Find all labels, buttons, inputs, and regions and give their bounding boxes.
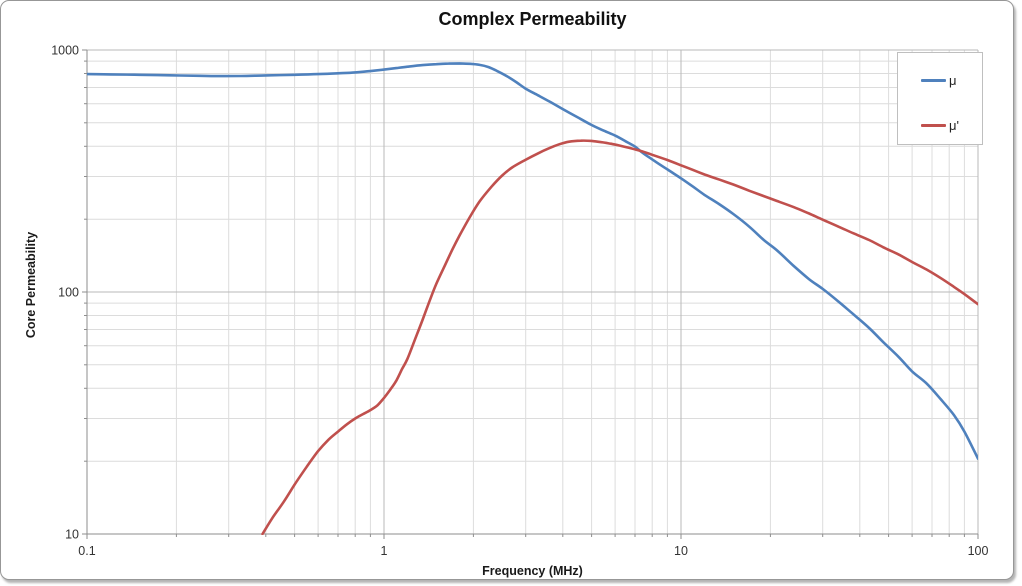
legend-item-mu-prime: μ': [898, 112, 982, 138]
chart-title: Complex Permeability: [438, 9, 627, 29]
mu-legend-line: [921, 78, 946, 82]
legend: μ μ': [897, 52, 983, 145]
x-axis-title: Frequency (MHz): [482, 564, 583, 578]
plot-area: 0.1 1 10 100 10 100 1000: [51, 44, 988, 559]
x-tick-labels: 0.1 1 10 100: [78, 544, 988, 558]
svg-text:10: 10: [65, 528, 79, 542]
mu-prime-legend-label: μ': [949, 117, 959, 133]
mu-legend-label: μ: [949, 72, 957, 88]
series-mu: [87, 62, 978, 460]
svg-text:100: 100: [968, 544, 989, 558]
y-axis-title: Core Permeability: [24, 231, 38, 339]
y-tick-labels: 10 100 1000: [51, 44, 79, 542]
svg-text:1: 1: [381, 544, 388, 558]
series-mu-prime: [261, 139, 978, 535]
svg-text:10: 10: [674, 544, 688, 558]
svg-text:0.1: 0.1: [78, 544, 95, 558]
legend-item-mu: μ: [898, 67, 982, 93]
axes: [82, 49, 979, 539]
svg-text:100: 100: [58, 286, 79, 300]
mu-prime-legend-line: [921, 123, 946, 127]
svg-text:1000: 1000: [51, 44, 79, 58]
